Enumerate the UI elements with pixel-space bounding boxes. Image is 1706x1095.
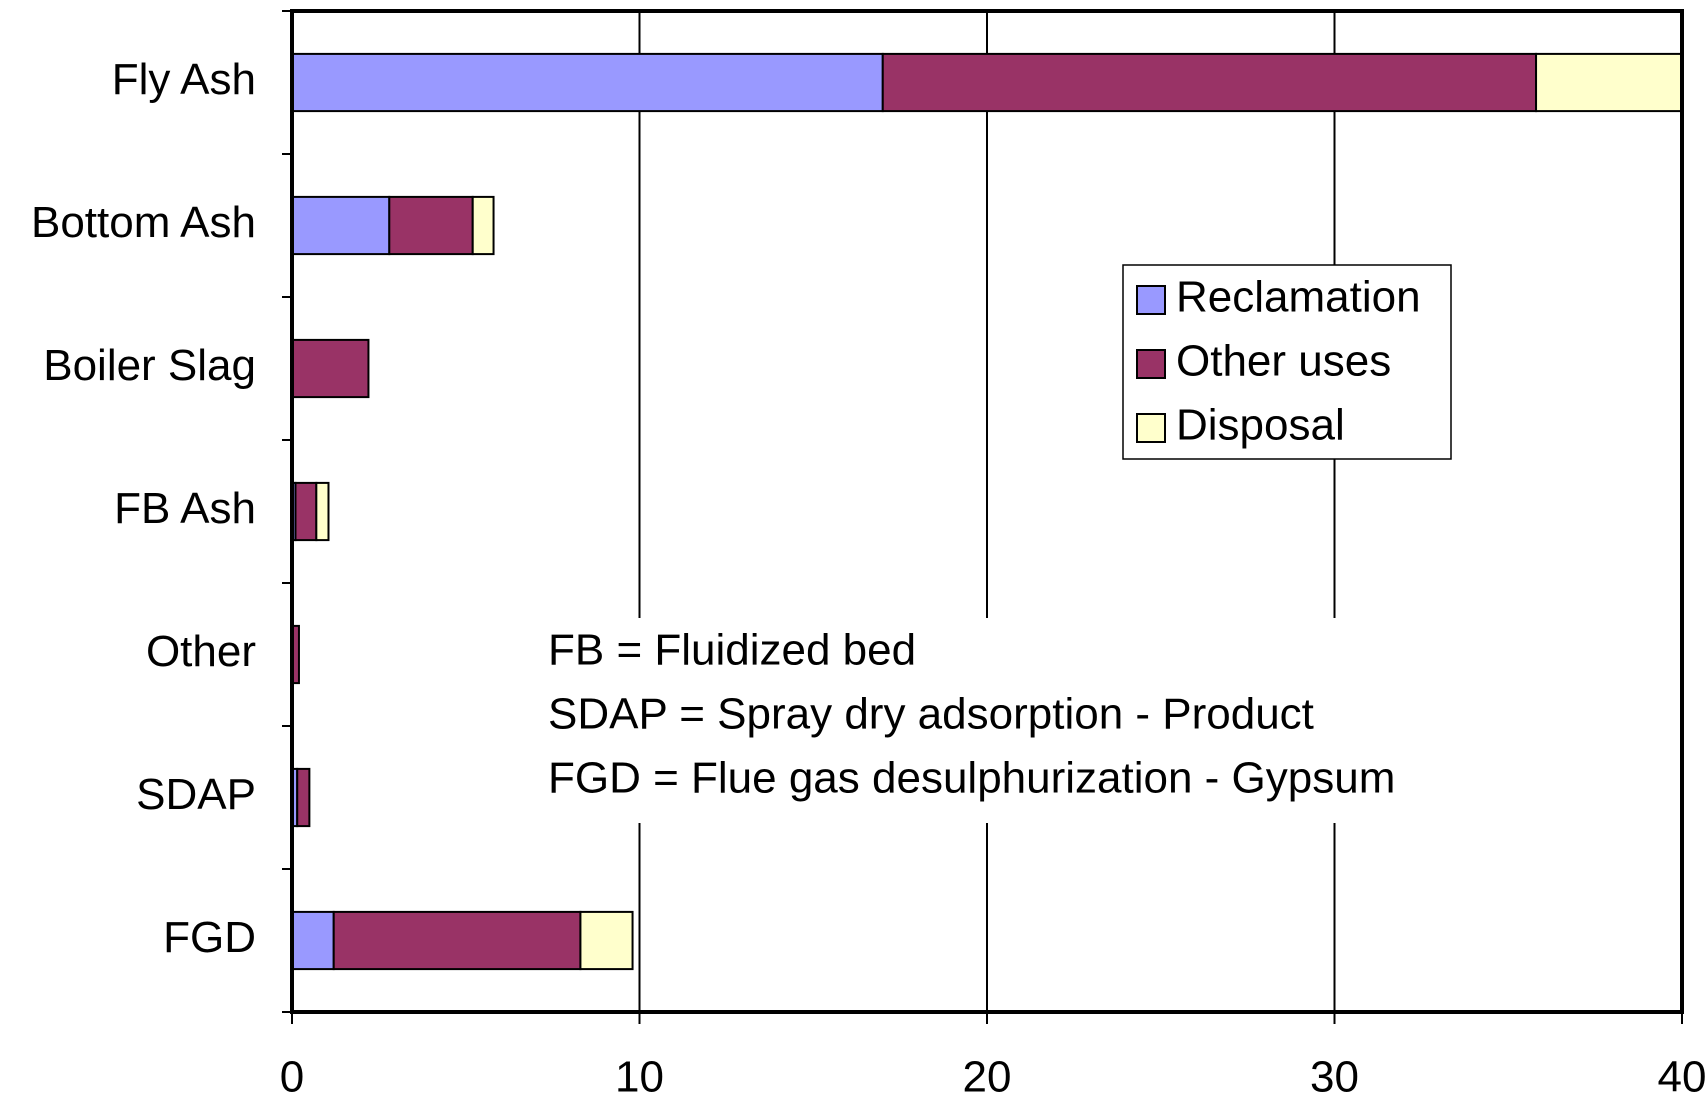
bar-segment (1535, 52, 1684, 113)
annotation-background (535, 618, 1595, 823)
annotation: SDAP = Spray dry adsorption - Product (548, 690, 1314, 739)
legend-swatch (1136, 413, 1166, 443)
y-tick-label: FGD (163, 913, 256, 962)
bar-segment (291, 195, 391, 256)
annotation: FGD = Flue gas desulphurization - Gypsum (548, 754, 1395, 803)
y-tick-label: Bottom Ash (31, 198, 256, 247)
y-tick-label: SDAP (136, 770, 256, 819)
legend-label: Reclamation (1176, 273, 1421, 322)
bar-segment (388, 195, 474, 256)
y-tick-label: Boiler Slag (43, 341, 256, 390)
x-tick-label: 20 (963, 1053, 1012, 1095)
bar-segment (579, 910, 634, 971)
legend-box (1122, 264, 1452, 460)
bar-segment (332, 910, 582, 971)
bar-segment (296, 767, 311, 828)
bar-segment (471, 195, 495, 256)
bar-segment (881, 52, 1538, 113)
bar-segment (291, 52, 884, 113)
legend-swatch (1136, 285, 1166, 315)
bar-segment (291, 910, 335, 971)
x-tick-label: 30 (1310, 1053, 1359, 1095)
y-tick-label: Fly Ash (112, 55, 256, 104)
legend-label: Disposal (1176, 401, 1345, 450)
y-tick-label: FB Ash (114, 484, 256, 533)
plot-frame (290, 9, 1684, 1014)
legend-label: Other uses (1176, 337, 1391, 386)
legend-swatch (1136, 349, 1166, 379)
x-tick-label: 40 (1658, 1053, 1706, 1095)
y-tick-label: Other (146, 627, 256, 676)
bar-segment (315, 481, 330, 542)
x-tick-label: 0 (280, 1053, 304, 1095)
bar-segment (291, 338, 370, 399)
annotation: FB = Fluidized bed (548, 626, 916, 675)
x-tick-label: 10 (615, 1053, 664, 1095)
bar-segment (294, 481, 318, 542)
